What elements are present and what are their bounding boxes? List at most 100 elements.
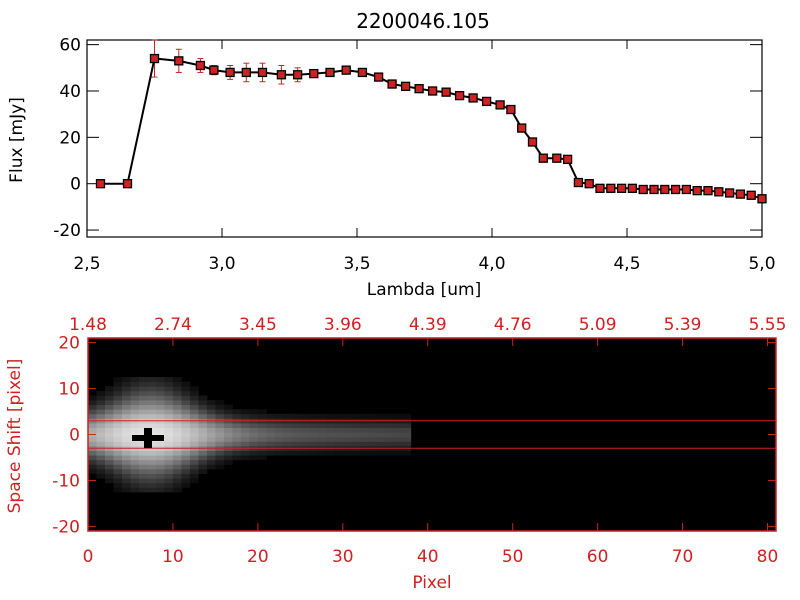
- trace-pixel: [104, 427, 114, 433]
- spectrum-y-tick-label: 40: [59, 82, 81, 102]
- trace-x-tick-label: 70: [672, 547, 694, 567]
- trace-pixel: [155, 395, 165, 401]
- trace-pixel: [274, 432, 284, 438]
- trace-pixel: [385, 413, 395, 419]
- trace-pixel: [257, 432, 267, 438]
- trace-wavelength-tick-label: 3.45: [239, 315, 277, 335]
- trace-pixel: [189, 423, 199, 429]
- trace-pixel: [113, 381, 123, 387]
- trace-pixel: [402, 413, 412, 419]
- trace-pixel: [206, 464, 216, 470]
- spectrum-point: [649, 184, 659, 195]
- trace-pixel: [96, 450, 106, 456]
- trace-pixel: [198, 455, 208, 461]
- trace-pixel: [164, 386, 174, 392]
- trace-pixel: [266, 423, 276, 429]
- trace-pixel: [138, 464, 148, 470]
- trace-pixel: [223, 450, 233, 456]
- trace-pixel: [88, 413, 97, 419]
- trace-pixel: [172, 487, 182, 493]
- trace-pixel: [189, 468, 199, 474]
- trace-pixel: [172, 482, 182, 488]
- trace-pixel: [181, 390, 191, 396]
- trace-pixel: [274, 427, 284, 433]
- trace-pixel: [206, 441, 216, 447]
- trace-pixel: [181, 459, 191, 465]
- trace-pixel: [206, 459, 216, 465]
- trace-pixel: [249, 427, 259, 433]
- trace-pixel: [96, 464, 106, 470]
- trace-pixel: [155, 478, 165, 484]
- trace-pixel: [164, 464, 174, 470]
- trace-pixel: [96, 413, 106, 419]
- chart-title: 2200046.105: [356, 9, 490, 33]
- trace-pixel: [223, 427, 233, 433]
- trace-pixel: [325, 441, 335, 447]
- trace-pixel: [113, 487, 123, 493]
- trace-pixel: [240, 455, 250, 461]
- trace-pixel: [206, 427, 216, 433]
- trace-pixel: [215, 464, 225, 470]
- trace-pixel: [232, 413, 242, 419]
- spectrum-point: [495, 100, 505, 110]
- spectrum-point: [276, 70, 287, 80]
- trace-pixel: [155, 468, 165, 474]
- trace-pixel: [198, 441, 208, 447]
- trace-pixel: [138, 409, 148, 415]
- trace-pixel: [138, 390, 148, 396]
- trace-pixel: [206, 400, 216, 406]
- trace-pixel: [104, 459, 114, 465]
- trace-pixel: [172, 450, 182, 456]
- spectrum-plot-frame: [86, 39, 763, 238]
- trace-pixel: [121, 441, 131, 447]
- spectrum-point: [595, 183, 605, 193]
- trace-pixel: [155, 441, 165, 447]
- trace-pixel: [121, 455, 131, 461]
- trace-pixel: [368, 423, 378, 429]
- trace-pixel: [113, 473, 123, 479]
- trace-pixel: [198, 395, 208, 401]
- trace-pixel: [385, 441, 395, 447]
- trace-pixel: [121, 436, 131, 442]
- spectrum-markers: [95, 53, 767, 204]
- trace-pixel: [113, 436, 123, 442]
- trace-pixel: [138, 455, 148, 461]
- trace-pixel: [147, 395, 157, 401]
- trace-pixel: [376, 432, 386, 438]
- trace-pixel: [325, 450, 335, 456]
- trace-pixel: [138, 473, 148, 479]
- spectrum-point: [703, 185, 713, 196]
- trace-y-tick-label: 10: [58, 380, 80, 400]
- spectrum-x-label: Lambda [um]: [367, 280, 481, 300]
- trace-pixel: [232, 423, 242, 429]
- trace-pixel: [291, 423, 301, 429]
- trace-pixel: [368, 432, 378, 438]
- spectrum-point: [692, 185, 702, 196]
- trace-pixel: [88, 455, 97, 461]
- trace-pixel: [130, 450, 140, 456]
- trace-y-tick-label: -20: [52, 517, 80, 537]
- trace-pixel: [138, 432, 148, 438]
- trace-pixel: [113, 468, 123, 474]
- trace-pixel: [232, 450, 242, 456]
- trace-pixel: [121, 450, 131, 456]
- spectrum-point: [517, 123, 527, 133]
- trace-pixel: [376, 450, 386, 456]
- trace-pixel: [215, 409, 225, 415]
- trace-pixel: [257, 441, 267, 447]
- trace-pixel: [257, 423, 267, 429]
- trace-pixel: [155, 409, 165, 415]
- trace-pixel: [334, 432, 344, 438]
- trace-pixel: [121, 386, 131, 392]
- spectrum-point: [506, 104, 516, 115]
- trace-pixel: [147, 473, 157, 479]
- trace-pixel: [147, 413, 157, 419]
- trace-pixel: [181, 404, 191, 410]
- trace-pixel: [351, 413, 361, 419]
- trace-pixel: [198, 468, 208, 474]
- trace-pixel: [88, 436, 97, 442]
- trace-pixel: [172, 381, 182, 387]
- trace-pixel: [376, 436, 386, 442]
- trace-y-tick-label: 0: [69, 426, 80, 446]
- trace-pixel: [172, 478, 182, 484]
